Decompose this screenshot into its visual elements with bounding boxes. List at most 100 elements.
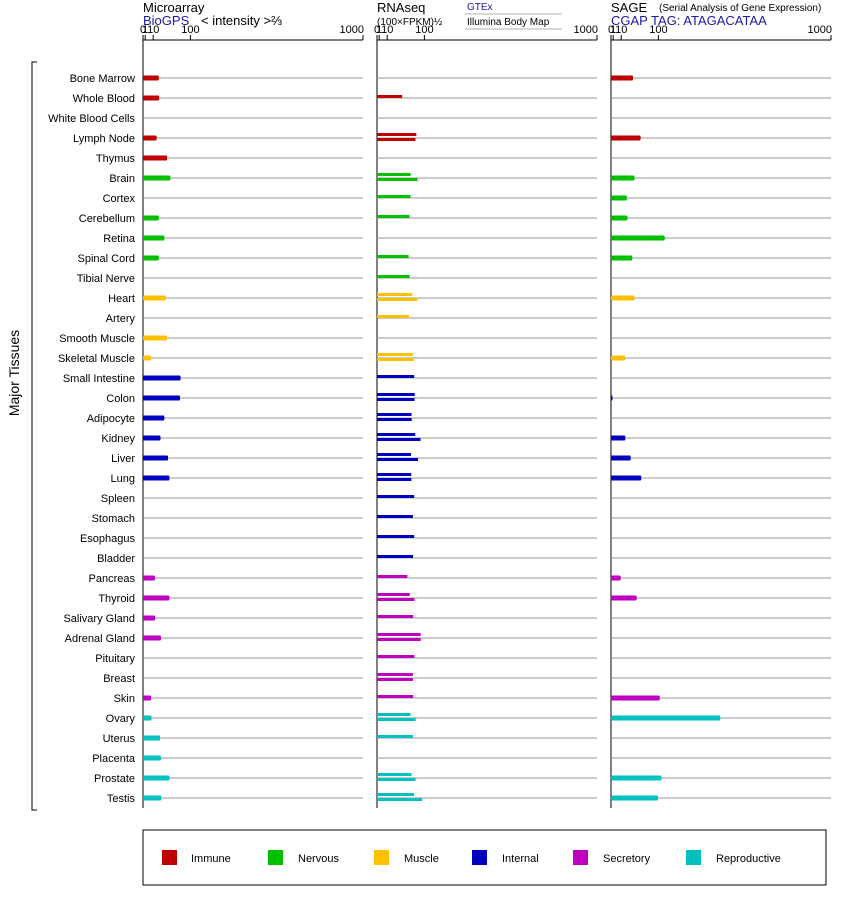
x-tick-label: 0	[374, 24, 380, 36]
panel-subtitle-cgap: CGAP TAG: ATAGACATAA	[611, 13, 767, 28]
bar	[143, 175, 171, 181]
bar	[611, 435, 626, 441]
bar	[377, 293, 413, 296]
tissue-label: Placenta	[92, 753, 136, 765]
bar	[143, 755, 161, 761]
bar	[143, 475, 170, 481]
tissue-label: Spinal Cord	[78, 253, 135, 265]
tissue-label: Retina	[103, 233, 136, 245]
bar	[143, 635, 161, 641]
x-tick-label: 1000	[340, 24, 364, 36]
bar	[143, 295, 166, 301]
bar	[143, 695, 152, 701]
bar	[143, 455, 169, 461]
bar	[143, 235, 165, 241]
bar	[377, 255, 409, 258]
bar	[611, 235, 665, 241]
bar	[377, 413, 412, 416]
panel-subtitle-intensity: < intensity >⅔	[201, 13, 282, 28]
bar	[377, 375, 415, 378]
x-tick-label: 1	[142, 24, 148, 36]
x-tick-label: 1	[376, 24, 382, 36]
tissue-label: Thyroid	[98, 593, 135, 605]
bar	[377, 615, 414, 618]
tissue-label: Thymus	[96, 153, 136, 165]
bar	[143, 375, 181, 381]
panel-title-sage: SAGE	[611, 0, 647, 15]
bar	[377, 458, 418, 461]
bar	[377, 515, 413, 518]
bar	[143, 735, 161, 741]
panel-title-rnaseq: RNAseq	[377, 0, 425, 15]
bar	[143, 615, 156, 621]
bar	[611, 795, 659, 801]
bar	[611, 775, 662, 781]
bar	[143, 775, 170, 781]
tissue-label: Stomach	[92, 513, 135, 525]
legend-swatch	[374, 850, 389, 865]
legend-swatch	[268, 850, 283, 865]
panel-subtitle-fpkm: (100×FPKM)½	[377, 17, 443, 28]
bar	[143, 335, 168, 341]
tissue-label: Breast	[103, 673, 135, 685]
bar	[377, 95, 403, 98]
bar	[377, 438, 421, 441]
bar	[377, 598, 415, 601]
bar	[377, 453, 411, 456]
bar	[611, 215, 628, 221]
bar	[143, 135, 157, 141]
tissue-label: Adrenal Gland	[65, 633, 135, 645]
tissue-label: Brain	[109, 173, 135, 185]
bar	[611, 355, 626, 361]
bar	[377, 358, 414, 361]
tissue-label: Lung	[111, 473, 135, 485]
bar	[611, 475, 642, 481]
bar	[611, 195, 627, 201]
bar	[611, 575, 621, 581]
bar	[377, 433, 416, 436]
tissue-label: Heart	[108, 293, 135, 305]
bar	[143, 215, 159, 221]
bar	[377, 678, 413, 681]
tissue-label: Uterus	[103, 733, 136, 745]
bar	[143, 395, 181, 401]
source-illumina: Illumina Body Map	[467, 17, 550, 28]
bar	[143, 355, 152, 361]
bar	[377, 473, 412, 476]
x-tick-label: 10	[381, 24, 393, 36]
tissue-label: Cerebellum	[79, 213, 135, 225]
bar	[377, 393, 415, 396]
tissue-label: Artery	[106, 313, 136, 325]
bar	[611, 715, 721, 721]
panel-subtitle-biogps: BioGPS	[143, 13, 190, 28]
tissue-label: Whole Blood	[73, 93, 135, 105]
legend-label: Secretory	[603, 853, 651, 865]
bar	[377, 575, 408, 578]
bar	[377, 535, 415, 538]
legend-label: Immune	[191, 853, 231, 865]
bar	[377, 718, 416, 721]
bar	[377, 298, 418, 301]
bar	[377, 138, 416, 141]
tissue-label: Salivary Gland	[63, 613, 135, 625]
x-tick-label: 1	[610, 24, 616, 36]
bar	[377, 555, 414, 558]
tissue-label: Ovary	[106, 713, 136, 725]
tissue-label: Esophagus	[80, 533, 136, 545]
bar	[611, 175, 635, 181]
legend-label: Internal	[502, 853, 539, 865]
tissue-label: Skin	[114, 693, 135, 705]
tissue-label: Kidney	[101, 433, 135, 445]
tissue-label: Bone Marrow	[70, 73, 135, 85]
tissue-label: Smooth Muscle	[59, 333, 135, 345]
bar	[377, 495, 415, 498]
panel-title-microarray: Microarray	[143, 0, 205, 15]
legend-swatch	[573, 850, 588, 865]
x-tick-label: 100	[415, 24, 433, 36]
bar	[377, 398, 415, 401]
tissue-labels: Bone Marrow Whole Blood White Blood Cells L…	[48, 73, 136, 805]
